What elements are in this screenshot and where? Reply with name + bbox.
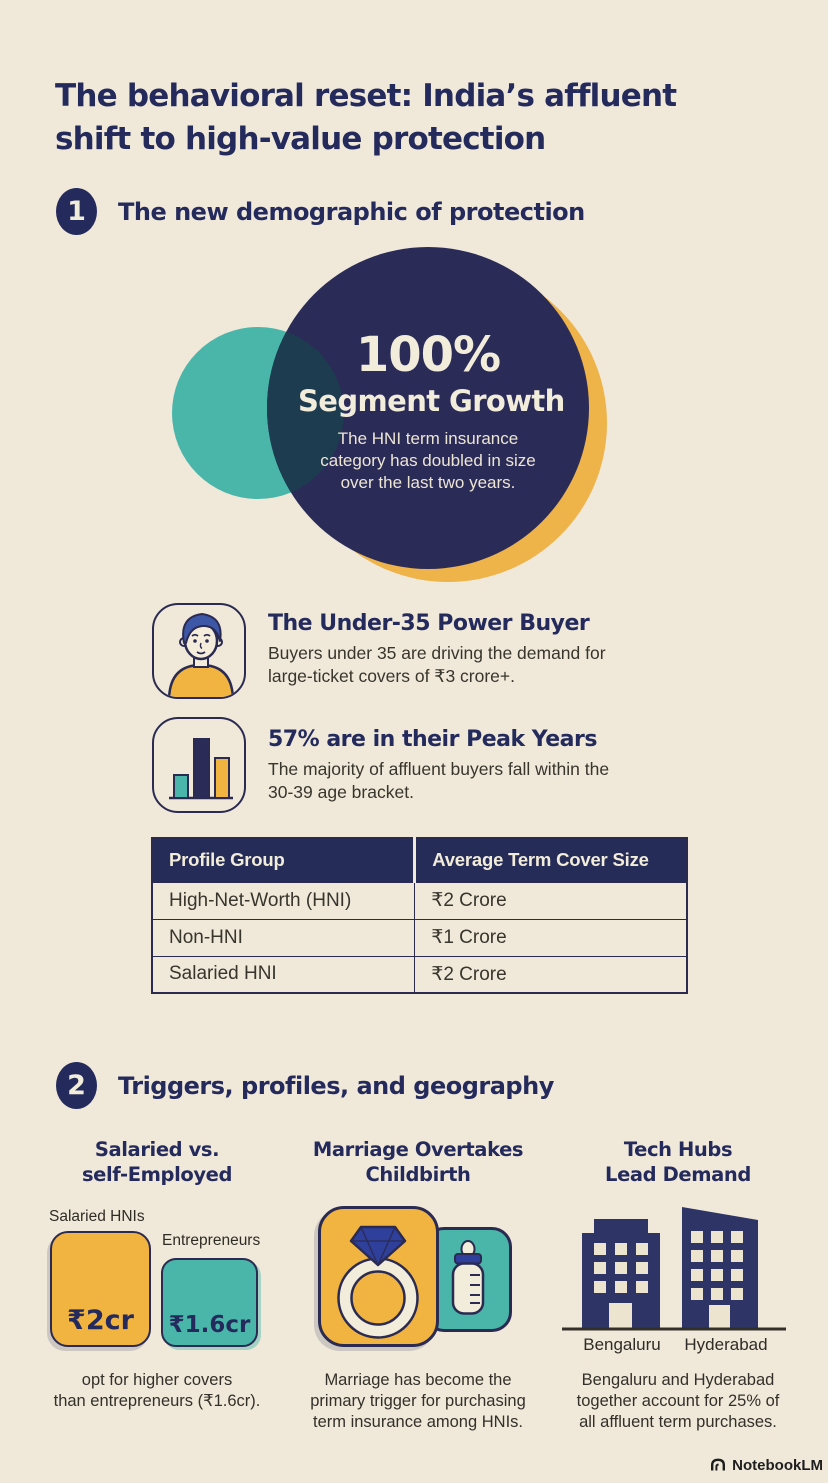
caption-line: term insurance among HNIs. [313,1412,523,1431]
feature-description: Buyers under 35 are driving the demand f… [268,642,606,688]
growth-label: Segment Growth [298,384,565,418]
caption-line: primary trigger for purchasing [310,1391,526,1410]
cover-size-table: Profile Group Average Term Cover Size Hi… [151,837,688,994]
page-title: The behavioral reset: India’s affluent s… [55,75,677,162]
section-2-header: 2 Triggers, profiles, and geography [56,1062,554,1109]
caption-line: all affluent term purchases. [579,1412,777,1431]
section-1-header: 1 The new demographic of protection [56,188,585,235]
entrepreneurs-label: Entrepreneurs [162,1232,261,1249]
table-row: Salaried HNI ₹2 Crore [151,955,688,994]
feature-title: 57% are in their Peak Years [268,727,597,752]
page-title-line-1: The behavioral reset: India’s affluent [55,77,677,114]
page-title-line-2: shift to high-value protection [55,121,546,158]
heading-line: self-Employed [81,1163,233,1187]
growth-desc-line: The HNI term insurance [337,429,519,448]
salaried-hnis-label: Salaried HNIs [49,1208,145,1225]
notebooklm-icon [711,1458,726,1471]
city-label-hyderabad: Hyderabad [684,1335,768,1354]
feature-description: The majority of affluent buyers fall wit… [268,758,609,804]
table-cell: ₹1 Crore [414,918,688,957]
growth-desc-line: over the last two years. [340,473,516,493]
feature-desc-line: Buyers under 35 are driving the demand f… [268,643,606,663]
table-cell: High-Net-Worth (HNI) [151,881,416,920]
feature-title: The Under-35 Power Buyer [268,611,590,636]
heading-line: Childbirth [365,1163,471,1187]
growth-stat: 100% Segment Growth The HNI term insuran… [298,327,565,494]
section-1-title: The new demographic of protection [118,197,585,226]
bar-chart-icon [152,717,246,813]
heading-line: Lead Demand [605,1163,751,1187]
ring-icon [318,1206,439,1347]
buildings-icon [562,1207,786,1331]
table-header-profile-group: Profile Group [152,838,415,882]
table-cell: ₹2 Crore [414,955,688,994]
table-row: Non-HNI ₹1 Crore [151,918,688,957]
caption-line: opt for higher covers [81,1371,233,1389]
table-cell: Non-HNI [151,918,416,957]
notebooklm-logo: NotebookLM [709,1456,823,1474]
notebooklm-label: NotebookLM [732,1456,823,1474]
caption-line: together account for 25% of [576,1391,780,1410]
table-cell: ₹2 Crore [414,881,688,920]
salaried-value-box: ₹2cr [50,1231,151,1347]
salaried-value: ₹2cr [67,1305,134,1336]
section-2-number-badge: 2 [56,1062,97,1109]
caption-marriage: Marriage has become the primary trigger … [288,1370,548,1432]
feature-desc-line: large-ticket covers of ₹3 crore+. [268,666,515,687]
growth-desc-line: category has doubled in size [320,451,536,471]
person-icon [152,603,246,699]
circle-overlap [267,327,344,499]
navy-circle [267,247,589,569]
caption-line: Marriage has become the [324,1371,512,1389]
table-cell: Salaried HNI [151,955,416,994]
growth-value: 100% [355,327,501,383]
city-label-bengaluru: Bengaluru [583,1335,661,1354]
feature-peak-years: 57% are in their Peak Years The majority… [268,727,609,804]
table-header-cover-size: Average Term Cover Size [413,838,687,882]
feature-under-35: The Under-35 Power Buyer Buyers under 35… [268,611,606,688]
heading-line: Salaried vs. [94,1138,220,1161]
entrepreneurs-value-box: ₹1.6cr [161,1258,258,1347]
column-heading-marriage: Marriage Overtakes Childbirth [293,1137,543,1188]
growth-description: The HNI term insurance category has doub… [298,428,558,494]
section-1-number-badge: 1 [56,188,97,235]
column-heading-tech-hubs: Tech Hubs Lead Demand [553,1137,803,1188]
table-row: High-Net-Worth (HNI) ₹2 Crore [151,881,688,920]
caption-line: than entrepreneurs (₹1.6cr). [53,1391,261,1410]
column-heading-salaried: Salaried vs. self-Employed [32,1137,282,1188]
heading-line: Marriage Overtakes [312,1138,524,1161]
feature-desc-line: 30-39 age bracket. [268,782,414,803]
feature-desc-line: The majority of affluent buyers fall wit… [268,759,610,779]
table-header-row: Profile Group Average Term Cover Size [152,838,687,882]
caption-line: Bengaluru and Hyderabad [581,1371,775,1389]
section-2-title: Triggers, profiles, and geography [118,1071,554,1100]
entrepreneurs-value: ₹1.6cr [168,1312,251,1338]
segment-growth-circles-graphic [172,247,607,582]
heading-line: Tech Hubs [623,1138,733,1161]
caption-salaried: opt for higher covers than entrepreneurs… [27,1370,287,1412]
caption-tech-hubs: Bengaluru and Hyderabad together account… [548,1370,808,1432]
